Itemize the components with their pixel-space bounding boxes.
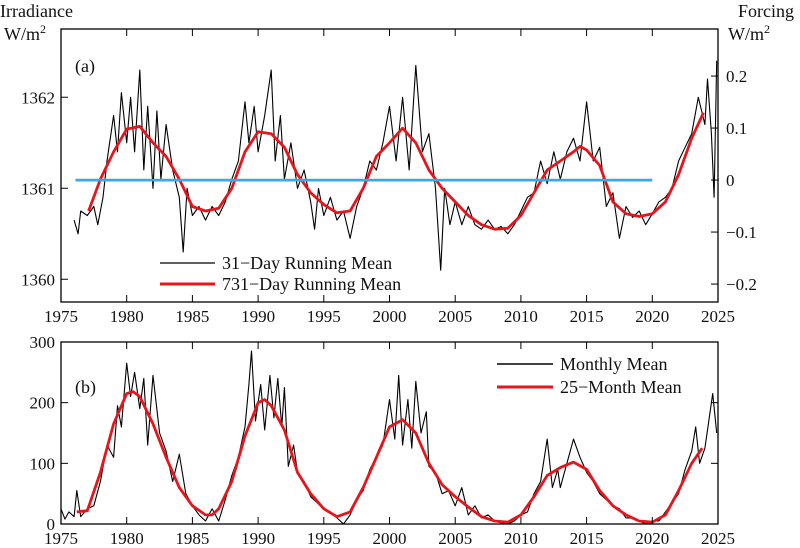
x-tick-label: 1990 (241, 529, 275, 548)
x-tick-label: 1975 (44, 529, 78, 548)
x-tick-label: 1990 (241, 307, 275, 326)
y-tick-label: 1362 (21, 88, 55, 107)
legend-a: 31−Day Running Mean 731−Day Running Mean (160, 253, 401, 294)
panel-b-label: (b) (75, 377, 96, 398)
x-tick-label: 2010 (504, 529, 538, 548)
x-tick-label: 1995 (307, 529, 341, 548)
x-tick-label: 2020 (635, 529, 669, 548)
x-tick-label: 2000 (373, 307, 407, 326)
right-y-tick-label: 0 (726, 171, 735, 190)
legend-a-label-31day: 31−Day Running Mean (222, 253, 392, 273)
y-tick-label: 1361 (21, 179, 55, 198)
y-tick-label: 300 (30, 333, 56, 352)
y-tick-label: 0 (47, 515, 56, 534)
x-tick-label: 1975 (44, 307, 78, 326)
x-tick-label: 2025 (701, 307, 735, 326)
y-tick-label: 100 (30, 454, 56, 473)
right-y-tick-label: 0.1 (726, 119, 747, 138)
x-tick-label: 1995 (307, 307, 341, 326)
legend-b-label-monthly: Monthly Mean (560, 354, 668, 374)
panel-b: 1975 1980 1985 1990 1995 2000 2005 2010 2015 2020… (30, 333, 736, 548)
y-tick-label: 200 (30, 394, 56, 413)
legend-b-label-25month: 25−Month Mean (560, 377, 682, 397)
right-axis-title: Forcing (738, 1, 794, 21)
series-line-731-day-running-mean (87, 112, 705, 231)
x-tick-label: 2005 (438, 307, 472, 326)
right-y-tick-label: −0.1 (726, 223, 757, 242)
panel-a: 1975 1980 1985 1990 1995 2000 2005 2010 2015 2020… (21, 28, 757, 326)
left-axis-title: Irradiance (0, 1, 73, 21)
x-tick-label: 1980 (110, 529, 144, 548)
x-tick-label: 1985 (175, 529, 209, 548)
series-line-25-month-mean (76, 390, 704, 524)
x-tick-label: 2015 (570, 307, 604, 326)
x-tick-label: 2000 (373, 529, 407, 548)
x-tick-label: 1980 (110, 307, 144, 326)
x-tick-label: 2005 (438, 529, 472, 548)
right-y-tick-label: −0.2 (726, 275, 757, 294)
y-tick-label: 1360 (21, 270, 55, 289)
x-tick-label: 2025 (701, 529, 735, 548)
x-tick-label: 2020 (635, 307, 669, 326)
legend-a-label-731day: 731−Day Running Mean (222, 274, 401, 294)
panel-a-label: (a) (75, 56, 95, 77)
right-axis-unit: W/m2 (728, 22, 770, 44)
x-tick-label: 2010 (504, 307, 538, 326)
legend-b: Monthly Mean 25−Month Mean (497, 354, 682, 397)
x-tick-label: 2015 (570, 529, 604, 548)
left-axis-unit: W/m2 (4, 22, 46, 44)
right-y-tick-label: 0.2 (726, 67, 747, 86)
x-tick-label: 1985 (175, 307, 209, 326)
